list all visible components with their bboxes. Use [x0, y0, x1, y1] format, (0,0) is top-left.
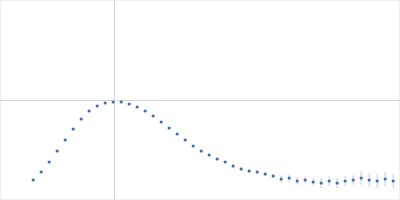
data-point	[248, 169, 251, 172]
data-point	[112, 100, 115, 103]
data-point	[208, 153, 211, 156]
data-point	[272, 174, 275, 177]
plot-frame	[1, 1, 400, 200]
data-point	[96, 104, 99, 107]
data-point	[344, 179, 347, 182]
data-point	[48, 160, 51, 163]
data-point	[216, 157, 219, 160]
data-point	[144, 109, 147, 112]
data-group	[32, 100, 395, 188]
data-point	[288, 176, 291, 179]
data-point	[232, 164, 235, 167]
data-point	[128, 102, 131, 105]
data-point	[352, 178, 355, 181]
data-point	[336, 181, 339, 184]
data-point	[200, 149, 203, 152]
data-point	[152, 114, 155, 117]
data-point	[328, 179, 331, 182]
data-point	[176, 132, 179, 135]
data-point	[264, 172, 267, 175]
data-point	[88, 109, 91, 112]
data-point	[40, 170, 43, 173]
data-point	[224, 160, 227, 163]
data-point	[312, 180, 315, 183]
data-point	[192, 144, 195, 147]
data-point	[120, 100, 123, 103]
data-point	[280, 177, 283, 180]
data-point	[240, 167, 243, 170]
data-point	[368, 178, 371, 181]
data-point	[392, 179, 395, 182]
y-grid-line	[0, 100, 400, 101]
data-point	[304, 178, 307, 181]
data-point	[384, 177, 387, 180]
data-point	[136, 105, 139, 108]
data-point	[296, 179, 299, 182]
data-point	[80, 117, 83, 120]
data-point	[64, 138, 67, 141]
data-point	[168, 126, 171, 129]
data-point	[72, 127, 75, 130]
data-point	[160, 120, 163, 123]
data-point	[360, 176, 363, 179]
data-point	[56, 149, 59, 152]
data-point	[32, 178, 35, 181]
data-point	[184, 138, 187, 141]
data-point	[256, 170, 259, 173]
data-point	[376, 179, 379, 182]
chart	[0, 0, 400, 200]
data-point	[320, 181, 323, 184]
data-point	[104, 101, 107, 104]
